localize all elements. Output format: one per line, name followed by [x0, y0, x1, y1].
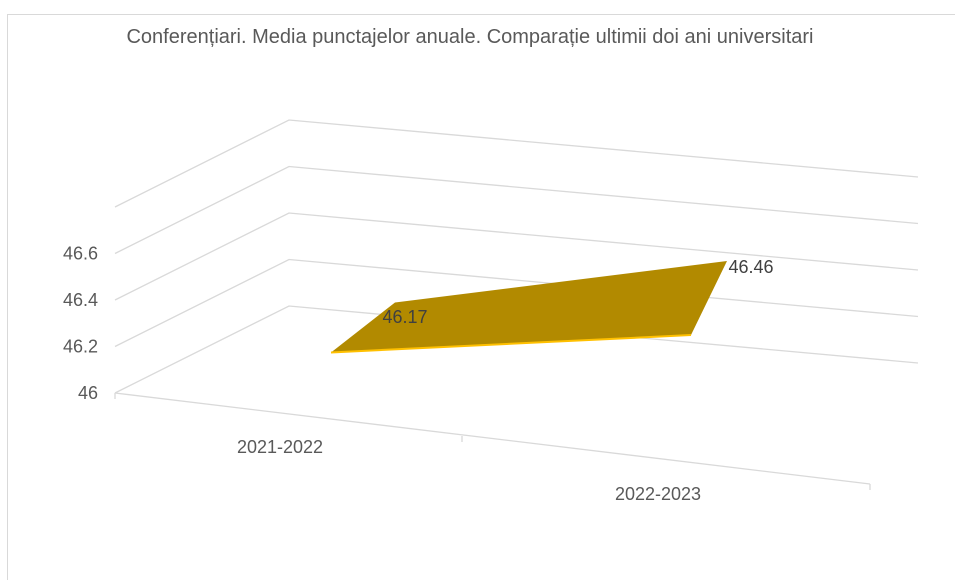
series-ribbon — [331, 261, 727, 353]
x-tick-label: 2021-2022 — [237, 437, 323, 457]
x-axis-line — [114, 392, 871, 485]
y-tick-label: 46.2 — [63, 337, 98, 357]
gridline — [114, 119, 919, 208]
y-tick-label: 46.6 — [63, 244, 98, 264]
data-label: 46.17 — [382, 307, 427, 327]
data-label: 46.46 — [728, 257, 773, 277]
y-tick-label: 46 — [78, 383, 98, 403]
series-line — [330, 334, 692, 354]
gridline — [114, 165, 919, 255]
x-tick-label: 2022-2023 — [615, 484, 701, 504]
chart-title: Conferențiari. Media punctajelor anuale.… — [126, 26, 814, 48]
gridline — [114, 305, 919, 394]
gridline — [114, 212, 919, 301]
y-tick-label: 46.4 — [63, 290, 98, 310]
